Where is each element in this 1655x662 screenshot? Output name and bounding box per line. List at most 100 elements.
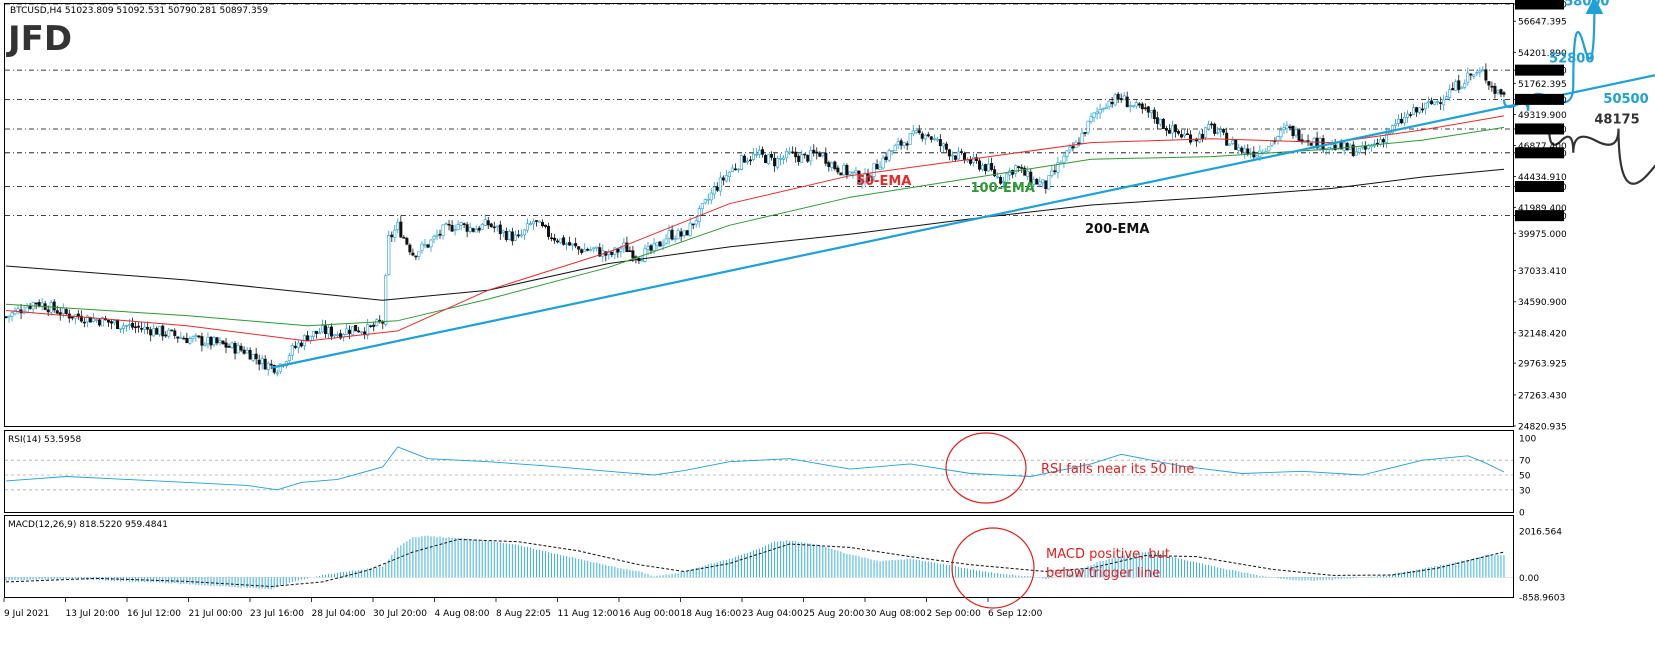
candle-body (1137, 103, 1141, 106)
candle-body (405, 237, 409, 245)
rsi-title: RSI(14) 53.5958 (8, 435, 81, 445)
candle-body (1399, 118, 1403, 124)
time-tick-label: 16 Aug 00:00 (619, 609, 680, 619)
candle-body (1415, 107, 1419, 113)
candle-body (1403, 116, 1407, 124)
candle-body (1107, 100, 1111, 108)
candle-body (1158, 118, 1162, 125)
candle-body (718, 177, 722, 192)
candle-body (414, 255, 418, 258)
candle-body (1243, 148, 1247, 153)
ema100-line (5, 126, 1505, 327)
candle-body (984, 164, 988, 172)
candle-body (1110, 101, 1114, 105)
candle-body (1451, 88, 1455, 91)
candle-body (1496, 90, 1500, 93)
candle-body (1189, 134, 1193, 143)
candle-body (1152, 109, 1156, 119)
candle-body (375, 319, 379, 326)
candle-body (525, 223, 529, 231)
candle-body (577, 246, 581, 250)
candle-body (1424, 102, 1428, 110)
candle-body (556, 240, 560, 243)
candle-body (929, 136, 933, 140)
candle-body (1448, 89, 1452, 98)
candle-body (381, 321, 385, 324)
candle-body (58, 312, 62, 315)
candle-body (37, 302, 41, 307)
candle-body (655, 242, 659, 246)
candle-body (1026, 171, 1030, 177)
candle-body (128, 324, 132, 326)
candle-body (372, 324, 376, 327)
macd-tick-label: -858.9603 (1519, 594, 1565, 604)
candle-body (1478, 70, 1482, 73)
candle-body (314, 330, 318, 334)
candle-body (441, 224, 445, 236)
candle-body (1116, 93, 1120, 100)
candle-body (1384, 133, 1388, 144)
candle-body (920, 133, 924, 139)
candle-body (1354, 151, 1358, 156)
candle-body (676, 230, 680, 240)
candle-body (610, 251, 614, 255)
candle-body (1128, 105, 1132, 108)
candle-body (1463, 83, 1467, 88)
price-tag-label: 41360.000 (1518, 212, 1567, 222)
candle-body (1020, 167, 1024, 169)
candle-body (215, 337, 219, 344)
candle-body (46, 309, 50, 313)
candle-body (152, 328, 156, 337)
price-tag-box (1515, 123, 1564, 135)
candle-body (25, 306, 29, 313)
candle-body (1062, 155, 1066, 164)
candle-body (833, 161, 837, 170)
candle-body (1113, 94, 1117, 106)
candle-body (483, 219, 487, 226)
candle-body (345, 328, 349, 335)
candle-body (691, 223, 695, 226)
candle-body (161, 325, 165, 337)
candle-body (40, 302, 44, 307)
candle-body (1008, 170, 1012, 176)
rsi-line (5, 446, 1505, 491)
candle-body (1390, 125, 1394, 134)
candle-body (296, 342, 300, 349)
candle-body (323, 325, 327, 334)
candle-body (926, 134, 930, 137)
price-tag-box (1515, 93, 1564, 105)
candle-body (580, 249, 584, 253)
candle-body (498, 224, 502, 235)
price-tick-label: 39975.000 (1518, 230, 1567, 240)
uptrend-line (271, 74, 1655, 369)
candle-body (1457, 80, 1461, 90)
time-tick-label: 4 Aug 08:00 (435, 609, 490, 619)
candle-body (173, 330, 177, 336)
candle-body (857, 170, 861, 183)
candle-body (1475, 72, 1479, 75)
candle-body (1472, 74, 1476, 77)
candle-body (320, 325, 324, 333)
candle-body (1134, 102, 1138, 107)
candle-body (553, 237, 557, 241)
candle-body (1002, 180, 1006, 183)
candle-body (1387, 132, 1391, 135)
candle-body (941, 143, 945, 147)
candle-body (486, 220, 490, 226)
candle-body (447, 223, 451, 226)
candle-body (800, 154, 804, 163)
candle-body (1291, 125, 1295, 137)
candle-body (978, 160, 982, 170)
candle-body (348, 329, 352, 334)
candle-body (176, 336, 180, 339)
candle-body (227, 346, 231, 348)
candle-body (1412, 107, 1416, 115)
candle-body (1279, 129, 1283, 138)
candle-body (878, 166, 882, 170)
time-tick-label: 11 Aug 12:00 (558, 609, 619, 619)
candle-body (52, 301, 56, 311)
candle-body (1083, 132, 1087, 134)
candle-body (1164, 127, 1168, 131)
candle-body (730, 167, 734, 172)
candle-body (935, 138, 939, 141)
